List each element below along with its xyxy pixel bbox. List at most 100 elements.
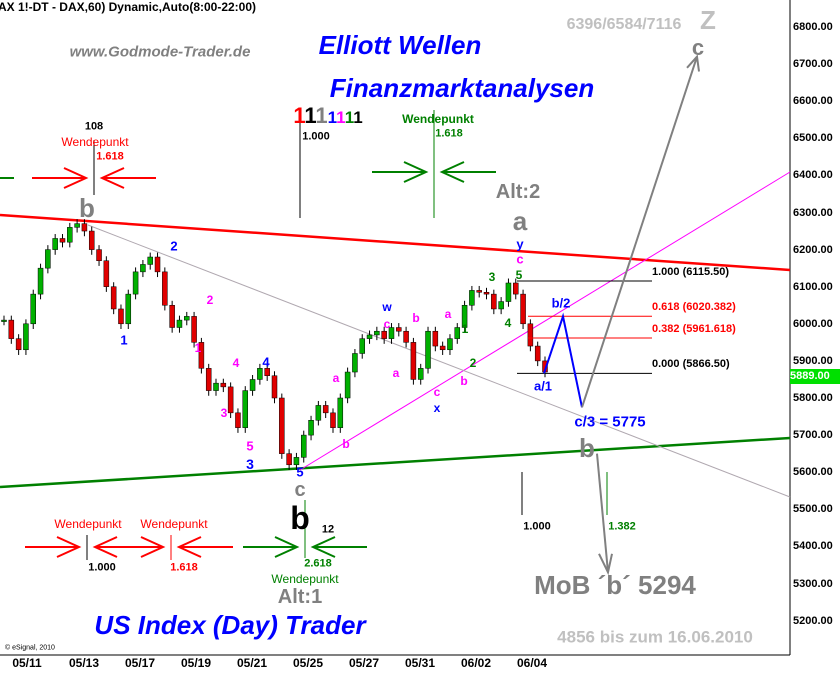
candle <box>257 368 263 380</box>
wave-label-alt2: Alt:2 <box>495 181 541 203</box>
x-tick-label: 05/27 <box>348 656 380 670</box>
candle <box>300 434 307 458</box>
wave-label-z: Z <box>700 5 716 35</box>
mob-arrow <box>596 453 609 573</box>
fan-line <box>87 224 791 498</box>
turn-point-arrows <box>92 536 118 558</box>
wave-label-g3: 3 <box>488 270 496 284</box>
copyright: © eSignal, 2010 <box>5 644 55 652</box>
wendepunkt-label: Wendepunkt <box>271 572 339 586</box>
y-tick-label: 6100.00 <box>793 280 833 293</box>
heading-elliott: Elliott Wellen <box>318 30 482 60</box>
wave-label-by: y <box>516 236 524 252</box>
footer-title: US Index (Day) Trader <box>94 610 366 640</box>
ratio-label: 1.618 <box>170 561 198 574</box>
candle <box>286 453 292 466</box>
candle <box>374 330 380 336</box>
degree-marker: 1 <box>293 103 305 128</box>
wave-label-until: 4856 bis zum 16.06.2010 <box>557 627 753 647</box>
candle <box>308 420 314 436</box>
wave-label-ma2: a <box>392 366 400 380</box>
candle <box>271 375 278 399</box>
candle <box>59 238 66 243</box>
x-tick-label: 06/04 <box>516 656 548 670</box>
candle <box>293 457 300 466</box>
candle <box>315 405 322 421</box>
y-tick-label: 5900.00 <box>793 354 833 367</box>
turn-point-arrows <box>274 536 300 558</box>
candle <box>45 249 51 269</box>
x-tick-label: 05/21 <box>236 656 268 670</box>
candle <box>352 353 358 373</box>
heading-finanz: Finanzmarktanalysen <box>329 73 595 103</box>
candle <box>483 292 490 295</box>
candle <box>513 282 519 295</box>
wendepunkt-label: Wendepunkt <box>402 112 474 126</box>
degree-marker: 1 <box>327 108 337 127</box>
turn-point-arrows <box>56 536 82 558</box>
turn-point-arrows <box>63 167 89 189</box>
wave-label-b-top: b <box>79 193 95 223</box>
wave-label-mc2: c <box>433 385 441 399</box>
candle <box>235 412 241 428</box>
degree-marker: 1 <box>336 108 345 127</box>
candle <box>184 316 190 321</box>
channel-line <box>299 171 791 471</box>
wave-label-w1: 1 <box>120 332 128 348</box>
wendepunkt-label: Wendepunkt <box>54 517 122 531</box>
candle <box>162 271 168 306</box>
y-tick-label: 6500.00 <box>793 132 833 145</box>
candle <box>96 249 102 261</box>
turn-point-arrows <box>176 536 202 558</box>
candle <box>169 305 175 328</box>
wave-label-m4: 4 <box>232 356 240 370</box>
candle <box>534 345 541 362</box>
wave-label-m5: 5 <box>246 438 254 454</box>
y-tick-label: 6700.00 <box>793 58 833 71</box>
last-price-badge: 5889.00 <box>790 369 840 384</box>
support-line <box>0 436 791 489</box>
candle <box>191 316 197 343</box>
degree-marker: 1 <box>304 103 316 128</box>
wave-label-bx: x <box>433 401 441 415</box>
degree-legend: 1111111 <box>293 105 362 127</box>
candle <box>15 338 22 351</box>
candle <box>498 301 504 310</box>
candle <box>205 368 212 391</box>
x-tick-label: 05/19 <box>180 656 212 670</box>
candle <box>322 405 329 414</box>
candle <box>147 256 153 265</box>
fib-label: 0.618 (6020.382) <box>652 301 736 314</box>
wave-label-g2: 2 <box>469 356 477 370</box>
wave-label-c3: c/3 = 5775 <box>574 413 646 431</box>
candle <box>88 230 95 250</box>
watermark: www.Godmode-Trader.de <box>69 43 251 61</box>
candle <box>505 282 512 302</box>
projection-path <box>543 312 583 408</box>
candle <box>330 412 336 428</box>
wave-label-g1: 1 <box>461 322 469 336</box>
candle <box>242 390 249 428</box>
wave-label-w2: 2 <box>170 238 178 254</box>
ratio-label: 2.618 <box>304 557 332 570</box>
wave-label-mc3: c <box>516 251 524 267</box>
wave-label-a-top: a <box>512 206 528 236</box>
ratio-label: 1.000 <box>523 520 551 533</box>
turn-point-arrows <box>403 161 429 183</box>
candle <box>67 227 73 243</box>
candle <box>213 382 219 391</box>
wave-label-mb1: b <box>342 437 350 451</box>
wave-label-c-top: c <box>691 35 705 60</box>
candle <box>366 334 373 339</box>
count-108: 108 <box>84 120 104 133</box>
wave-label-g5: 5 <box>515 268 523 282</box>
candle <box>439 345 446 351</box>
wave-label-b5: 5 <box>296 464 304 480</box>
wave-label-m3: 3 <box>220 406 228 420</box>
candle <box>396 327 402 332</box>
candle <box>337 397 344 428</box>
x-tick-label: 06/02 <box>460 656 492 670</box>
candle <box>520 293 526 325</box>
y-tick-label: 6600.00 <box>793 95 833 108</box>
